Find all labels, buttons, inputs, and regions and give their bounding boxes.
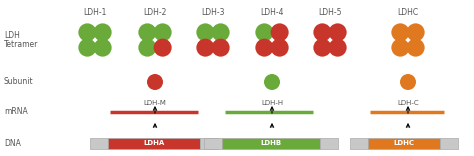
Circle shape — [392, 23, 410, 41]
Circle shape — [255, 23, 273, 41]
Circle shape — [196, 23, 214, 41]
Text: LDH-1: LDH-1 — [83, 8, 107, 17]
Bar — [440, 137, 458, 149]
Circle shape — [328, 23, 346, 41]
Circle shape — [313, 39, 331, 57]
Circle shape — [154, 23, 172, 41]
Circle shape — [407, 39, 425, 57]
Circle shape — [94, 23, 112, 41]
Text: LDH-C: LDH-C — [397, 100, 419, 106]
Circle shape — [147, 74, 163, 90]
Text: LDHA: LDHA — [143, 140, 164, 146]
Text: DNA: DNA — [4, 139, 21, 148]
Bar — [320, 137, 338, 149]
Circle shape — [392, 39, 410, 57]
Text: LDHB: LDHB — [260, 140, 282, 146]
Circle shape — [313, 23, 331, 41]
Text: LDH-5: LDH-5 — [318, 8, 342, 17]
Circle shape — [255, 39, 273, 57]
Text: LDH-M: LDH-M — [144, 100, 166, 106]
Circle shape — [138, 23, 156, 41]
Text: LDH-2: LDH-2 — [143, 8, 167, 17]
Circle shape — [212, 23, 229, 41]
Circle shape — [138, 39, 156, 57]
Bar — [222, 137, 320, 149]
Circle shape — [154, 39, 172, 57]
Circle shape — [78, 39, 96, 57]
Circle shape — [400, 74, 416, 90]
Text: LDH-H: LDH-H — [261, 100, 283, 106]
Text: LDH-4: LDH-4 — [260, 8, 284, 17]
Text: LDH-3: LDH-3 — [201, 8, 225, 17]
Circle shape — [264, 74, 280, 90]
Circle shape — [271, 39, 289, 57]
Bar — [204, 137, 222, 149]
Text: Subunit: Subunit — [4, 78, 34, 86]
Bar — [368, 137, 440, 149]
Circle shape — [196, 39, 214, 57]
Bar — [350, 137, 368, 149]
Circle shape — [407, 23, 425, 41]
Circle shape — [94, 39, 112, 57]
Bar — [90, 137, 108, 149]
Circle shape — [78, 23, 96, 41]
Bar — [108, 137, 200, 149]
Circle shape — [271, 23, 289, 41]
Bar — [200, 137, 218, 149]
Circle shape — [212, 39, 229, 57]
Text: mRNA: mRNA — [4, 107, 28, 117]
Circle shape — [328, 39, 346, 57]
Text: LDH
Tetramer: LDH Tetramer — [4, 31, 38, 49]
Text: LDHC: LDHC — [393, 140, 414, 146]
Text: LDHC: LDHC — [397, 8, 419, 17]
